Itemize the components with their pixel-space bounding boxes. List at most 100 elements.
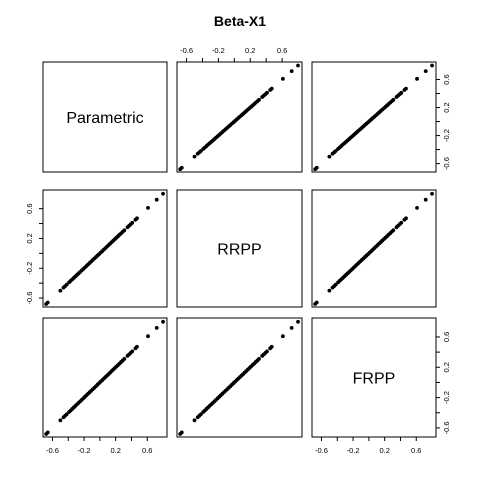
data-point: [161, 319, 165, 324]
axes: -0.6 -0.2 0.2 0.6 -0.6 -0.2 0.2 0.6 -0.6 -0.2 0.2 0…: [25, 46, 451, 455]
x-tick-label: 0.6: [142, 446, 152, 455]
panel-frame: [42, 61, 168, 173]
data-point: [399, 220, 404, 225]
data-point: [257, 357, 261, 361]
y-tick-label: 0.2: [25, 233, 34, 243]
data-point: [296, 63, 300, 68]
data-point: [154, 325, 159, 330]
x-tick-label: 0.2: [245, 46, 255, 55]
panel-frame: [42, 317, 168, 438]
y-tick-label: 0.2: [442, 102, 451, 112]
data-point: [130, 349, 135, 354]
data-point: [423, 197, 428, 202]
data-point: [327, 154, 332, 159]
x-tick-label: -0.2: [212, 46, 225, 55]
panel-r1-c3: [311, 61, 437, 173]
data-point: [391, 228, 396, 233]
data-point: [430, 63, 434, 68]
data-point: [58, 288, 63, 293]
panel-frame: [176, 317, 303, 438]
data-point: [154, 197, 159, 202]
panel-r3-c3: FRPP: [311, 317, 437, 438]
data-point: [130, 220, 135, 225]
data-point: [265, 90, 269, 95]
data-point: [257, 97, 261, 102]
x-tick-label: -0.2: [347, 446, 360, 455]
data-point: [135, 216, 139, 221]
variable-label: RRPP: [217, 242, 261, 259]
variable-label: Parametric: [66, 110, 143, 127]
panel-frame: [311, 189, 437, 308]
data-point: [333, 282, 338, 287]
data-point: [64, 412, 69, 417]
data-point: [415, 76, 419, 81]
variable-label: FRPP: [353, 371, 396, 388]
data-point: [289, 69, 294, 74]
panel-r1-c1: Parametric: [42, 61, 168, 173]
data-point: [269, 344, 274, 349]
x-tick-label: 0.6: [277, 46, 287, 55]
data-point: [280, 334, 285, 339]
data-point: [430, 191, 434, 196]
x-tick-label: -0.6: [180, 46, 193, 55]
panel-frame: [176, 189, 303, 308]
x-tick-label: 0.2: [110, 446, 120, 455]
x-tick-label: 0.6: [411, 446, 421, 455]
panel-r3-c1: [42, 317, 168, 438]
data-point: [314, 165, 319, 170]
data-point: [423, 69, 428, 74]
y-tick-label: -0.6: [442, 421, 451, 434]
data-point: [404, 216, 408, 221]
data-point: [146, 205, 150, 210]
data-point: [404, 86, 408, 91]
data-point: [296, 319, 300, 324]
panel-frame: [176, 61, 303, 173]
panel-r2-c3: [311, 189, 437, 308]
y-tick-label: -0.2: [442, 129, 451, 142]
y-tick-label: -0.2: [25, 262, 34, 275]
panel-r1-c2: [176, 61, 303, 173]
x-tick-label: 0.2: [379, 446, 389, 455]
y-tick-label: 0.6: [442, 332, 451, 342]
data-point: [269, 86, 274, 91]
data-point: [146, 334, 150, 339]
y-tick-label: -0.6: [442, 157, 451, 170]
y-tick-label: 0.6: [25, 203, 34, 213]
panel-frame: [311, 317, 437, 438]
data-point: [399, 90, 404, 95]
y-tick-label: -0.6: [25, 292, 34, 305]
y-tick-label: 0.2: [442, 362, 451, 372]
y-tick-label: -0.2: [442, 391, 451, 404]
data-point: [415, 205, 419, 210]
data-point: [135, 344, 139, 349]
data-point: [64, 282, 69, 287]
data-point: [179, 430, 184, 435]
panel-frame: [311, 61, 437, 173]
data-point: [265, 349, 269, 354]
data-point: [161, 191, 165, 196]
data-point: [391, 97, 396, 102]
panel-frame: [42, 189, 168, 308]
data-point: [58, 418, 63, 423]
chart-title: Beta-X1: [214, 13, 266, 29]
data-point: [192, 418, 197, 423]
y-tick-label: 0.6: [442, 74, 451, 84]
data-point: [45, 300, 50, 305]
data-point: [280, 76, 285, 81]
data-point: [179, 165, 184, 170]
x-tick-label: -0.6: [46, 446, 59, 455]
data-point: [327, 288, 332, 293]
data-point: [122, 228, 127, 233]
panel-r2-c2: RRPP: [176, 189, 303, 308]
data-point: [289, 325, 294, 330]
data-point: [122, 357, 127, 361]
x-tick-label: -0.6: [315, 446, 328, 455]
panel-r3-c2: [176, 317, 303, 438]
data-point: [198, 412, 203, 417]
x-tick-label: -0.2: [78, 446, 91, 455]
data-point: [45, 430, 50, 435]
data-point: [314, 300, 319, 305]
panel-r2-c1: [42, 189, 168, 308]
data-point: [192, 154, 197, 159]
